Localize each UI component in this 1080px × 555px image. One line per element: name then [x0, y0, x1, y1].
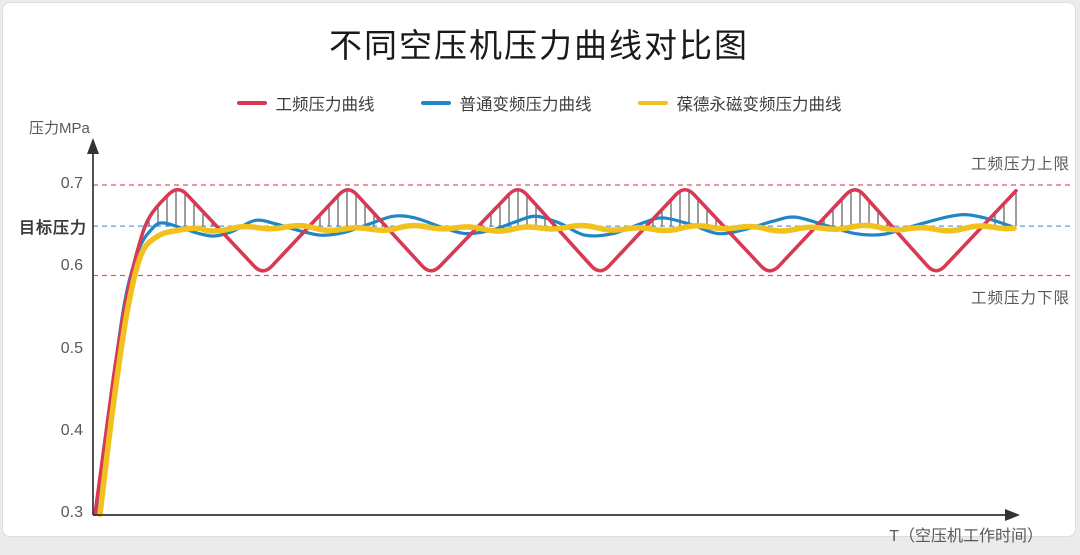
legend-dash-icon — [236, 100, 267, 106]
x-axis-arrow — [1005, 509, 1020, 521]
legend-dash-icon — [420, 100, 451, 106]
upper-limit-label: 工频压力上限 — [970, 156, 1070, 173]
lower-limit-label: 工频压力下限 — [970, 290, 1070, 307]
legend-label: 葆德永磁变频压力曲线 — [676, 96, 842, 114]
y-axis-arrow — [87, 138, 99, 154]
y-tick-0.7: 0.7 — [60, 175, 83, 192]
legend-label: 工频压力曲线 — [275, 96, 375, 114]
legend-dash-icon — [637, 100, 668, 106]
legend-label: 普通变频压力曲线 — [459, 96, 592, 114]
chart-plot — [87, 138, 1071, 521]
y-axis-label: 压力MPa — [29, 120, 90, 137]
series-fixed-frequency-curve — [93, 187, 1018, 516]
chart-card: 不同空压机压力曲线对比图 工频压力曲线 普通变频压力曲线 葆德永磁变频压力曲线 压力… — [2, 2, 1076, 545]
series-baode-pm-vfd-curve — [97, 222, 1017, 517]
x-axis-label: T（空压机工作时间） — [889, 528, 1043, 545]
legend-item-0: 工频压力曲线 — [236, 91, 375, 115]
chart-title: 不同空压机压力曲线对比图 — [329, 27, 749, 64]
target-pressure-label: 目标压力 — [18, 220, 87, 237]
legend-item-2: 葆德永磁变频压力曲线 — [637, 91, 842, 115]
legend-item-1: 普通变频压力曲线 — [420, 91, 592, 115]
series-normal-vfd-curve — [96, 213, 1015, 516]
y-tick-0.6: 0.6 — [60, 257, 83, 275]
y-tick-0.5: 0.5 — [60, 339, 83, 357]
y-tick-0.3: 0.3 — [60, 504, 83, 522]
y-tick-0.4: 0.4 — [60, 421, 83, 439]
legend: 工频压力曲线 普通变频压力曲线 葆德永磁变频压力曲线 — [3, 91, 1075, 115]
